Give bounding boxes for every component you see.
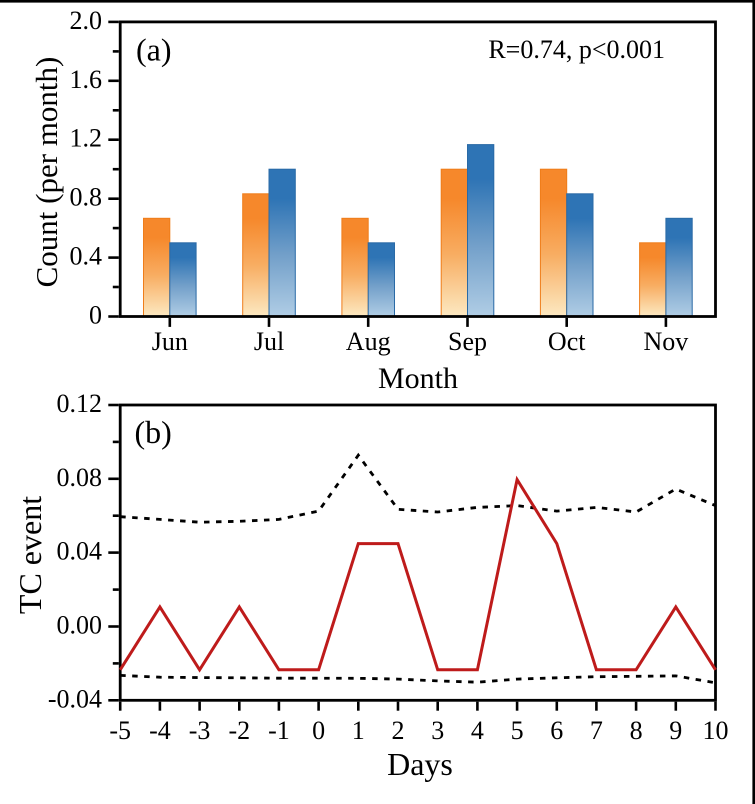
- svg-text:Oct: Oct: [548, 327, 586, 356]
- svg-text:Nov: Nov: [644, 327, 689, 356]
- svg-text:0.00: 0.00: [57, 611, 103, 640]
- svg-text:1.6: 1.6: [70, 65, 103, 94]
- svg-text:2: 2: [392, 716, 405, 745]
- svg-text:0.04: 0.04: [57, 537, 103, 566]
- svg-text:3: 3: [431, 716, 444, 745]
- svg-text:9: 9: [669, 716, 682, 745]
- svg-text:Month: Month: [378, 362, 458, 395]
- svg-text:Count (per month): Count (per month): [29, 57, 64, 288]
- svg-text:TC event: TC event: [12, 496, 48, 614]
- svg-text:Days: Days: [387, 746, 453, 782]
- svg-text:6: 6: [550, 716, 563, 745]
- svg-text:(a): (a): [136, 32, 172, 68]
- svg-text:4: 4: [471, 716, 484, 745]
- svg-text:0: 0: [312, 716, 325, 745]
- svg-text:5: 5: [511, 716, 524, 745]
- svg-text:0.4: 0.4: [70, 242, 103, 271]
- svg-text:1.2: 1.2: [70, 124, 103, 153]
- svg-text:2.0: 2.0: [70, 6, 103, 35]
- svg-text:8: 8: [630, 716, 643, 745]
- svg-text:0.12: 0.12: [57, 389, 103, 418]
- svg-text:-4: -4: [149, 716, 171, 745]
- svg-text:-2: -2: [228, 716, 250, 745]
- svg-text:Sep: Sep: [448, 327, 487, 356]
- svg-text:-3: -3: [189, 716, 211, 745]
- svg-text:R=0.74, p<0.001: R=0.74, p<0.001: [488, 35, 665, 64]
- svg-text:Jun: Jun: [152, 327, 188, 356]
- svg-text:0.8: 0.8: [70, 183, 103, 212]
- svg-text:Jul: Jul: [254, 327, 284, 356]
- svg-text:-5: -5: [109, 716, 131, 745]
- svg-text:-1: -1: [268, 716, 290, 745]
- svg-text:Aug: Aug: [346, 327, 391, 356]
- svg-text:7: 7: [590, 716, 603, 745]
- svg-text:-0.04: -0.04: [48, 684, 102, 713]
- svg-text:0: 0: [89, 301, 102, 330]
- svg-text:0.08: 0.08: [57, 463, 103, 492]
- svg-text:1: 1: [352, 716, 365, 745]
- svg-text:10: 10: [703, 716, 729, 745]
- svg-text:(b): (b): [135, 414, 172, 450]
